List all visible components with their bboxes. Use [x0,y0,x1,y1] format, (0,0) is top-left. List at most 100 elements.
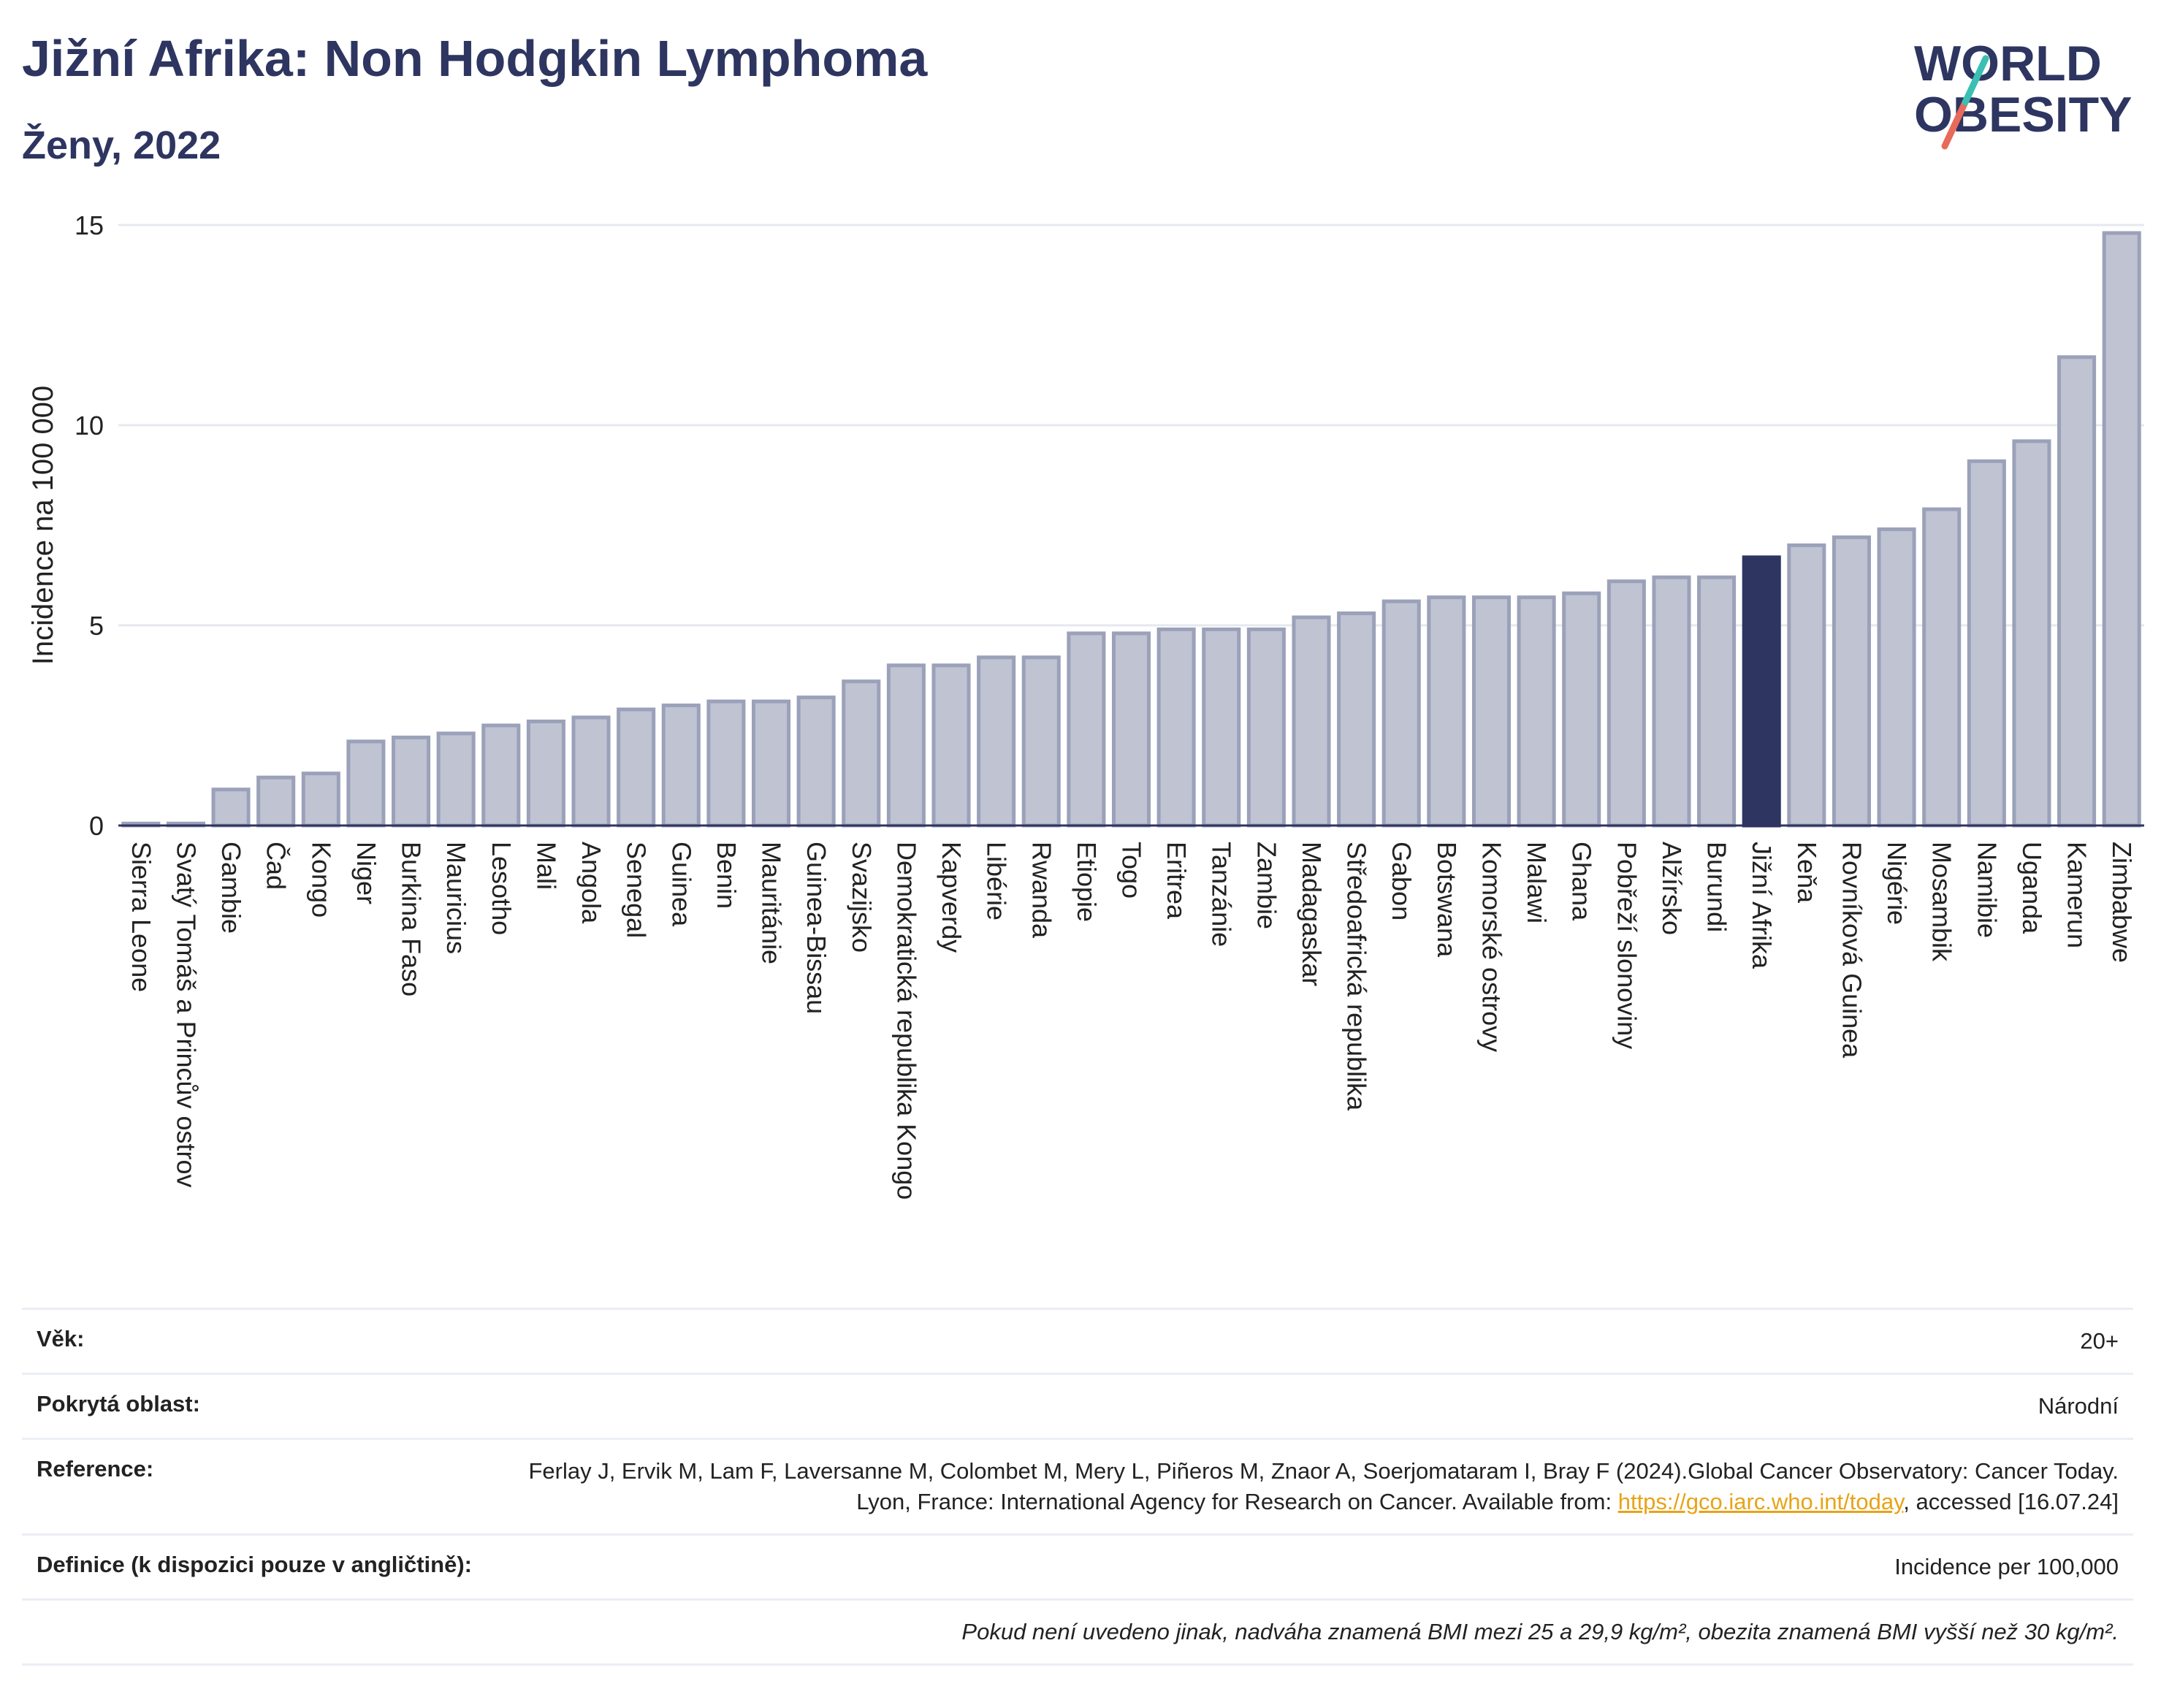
x-tick-label: Benin [712,842,742,909]
x-tick-label: Guinea-Bissau [801,842,831,1014]
bar-highlight [1742,555,1781,828]
x-tick-label: Namibie [1972,842,2002,938]
x-tick-label: Mauricius [441,842,471,954]
bar [436,731,476,828]
bar [1246,627,1286,828]
bar [571,715,611,828]
bar [886,663,926,828]
page-subtitle: Ženy, 2022 [22,123,221,167]
meta-row-reference: Reference: Ferlay J, Ervik M, Lam F, Lav… [22,1440,2133,1536]
x-tick-label: Keňa [1792,842,1822,904]
x-tick-label: Libérie [982,842,1012,920]
x-tick-label: Tanzánie [1207,842,1237,947]
bar [1471,595,1512,828]
bar [2012,439,2051,828]
bar [2057,355,2097,828]
age-label: Věk: [37,1326,85,1351]
definition-label: Definice (k dispozici pouze v angličtině… [37,1552,472,1577]
x-tick-label: Etiopie [1072,842,1102,922]
bar [1202,627,1241,828]
reference-text: Ferlay J, Ervik M, Lam F, Laversanne M, … [528,1458,2119,1514]
bar [1652,575,1691,828]
logo-line1: WORLD [1914,36,2102,91]
bar [1922,507,1962,828]
bar [1517,595,1556,828]
x-tick-label: Komorské ostrovy [1476,842,1506,1052]
bar [661,704,701,828]
bar [1292,615,1331,828]
bar [481,723,521,828]
bar [301,771,340,828]
bar [1967,459,2006,828]
bar [392,735,431,828]
x-tick-label: Čad [262,842,291,890]
logo-slash-teal [1962,55,1989,106]
bar [1607,579,1646,828]
x-tick-label: Gabon [1387,842,1417,920]
bar [1832,535,1871,828]
bar [256,775,296,828]
logo-slash-coral [1941,99,1969,150]
x-tick-label: Angola [576,842,606,924]
x-tick-label: Eritrea [1162,842,1192,920]
bar [977,655,1016,828]
x-tick-label: Pobřeží slonoviny [1612,842,1642,1049]
x-tick-label: Gambie [216,842,246,934]
bar [1067,631,1106,828]
x-tick-label: Zambie [1251,842,1281,929]
bar [842,679,881,828]
bar [751,699,791,828]
bar [1156,627,1196,828]
x-tick-label: Svatý Tomáš a Princův ostrov [171,842,201,1188]
x-tick-label: Alžírsko [1657,842,1687,935]
metadata-table: Věk: 20+ Pokrytá oblast: Národní Referen… [22,1308,2133,1666]
y-tick-label: 0 [89,811,104,841]
bar [1021,655,1061,828]
x-tick-label: Kongo [306,842,336,918]
bar [706,699,746,828]
x-tick-label: Demokratická republika Kongo [891,842,921,1200]
bar [931,663,971,828]
x-tick-label: Nigérie [1882,842,1912,925]
x-tick-label: Ghana [1567,842,1597,921]
x-tick-label: Uganda [2017,842,2047,934]
reference-link[interactable]: https://gco.iarc.who.int/today [1617,1489,1904,1514]
meta-row-age: Věk: 20+ [22,1310,2133,1375]
y-tick-label: 15 [75,210,104,240]
reference-accessed: , accessed [16.07.24] [1903,1489,2119,1514]
x-tick-label: Sierra Leone [126,842,156,992]
x-tick-label: Kapverdy [937,842,967,953]
bar [1427,595,1466,828]
y-axis-label: Incidence na 100 000 [27,386,59,666]
x-tick-label: Mauritánie [757,842,787,964]
age-value: 20+ [2080,1328,2119,1354]
bar [1337,611,1376,828]
x-tick-label: Madagaskar [1297,842,1327,986]
meta-row-definition: Definice (k dispozici pouze v angličtině… [22,1536,2133,1601]
x-tick-label: Malawi [1522,842,1552,923]
x-tick-label: Niger [351,842,381,904]
y-tick-label: 10 [75,411,104,441]
x-tick-label: Středoafrická republika [1342,842,1372,1111]
y-tick-label: 5 [89,611,104,641]
x-tick-label: Svazijsko [847,842,877,953]
bar [796,695,836,828]
x-tick-label: Rovníková Guinea [1837,842,1867,1059]
area-value: Národní [2038,1393,2119,1419]
reference-label: Reference: [37,1456,154,1482]
x-tick-label: Jižní Afrika [1747,842,1777,969]
definition-value: Incidence per 100,000 [1894,1554,2119,1579]
x-tick-label: Mali [531,842,561,890]
x-tick-label: Mosambik [1927,842,1957,962]
bar [1697,575,1737,828]
x-tick-label: Togo [1117,842,1147,899]
x-tick-label: Guinea [666,842,696,927]
bar [1877,527,1916,828]
world-obesity-logo: WORLD OBESITY [1914,36,2133,150]
x-tick-label: Lesotho [487,842,517,935]
x-tick-label: Botswana [1432,842,1462,958]
bar-chart: 0 5 10 15 Incidence na 100 000 Sierra Leone Sv… [27,210,2144,1200]
x-tick-label: Zimbabwe [2107,842,2137,963]
bar [1111,631,1151,828]
x-tick-label: Kamerun [2062,842,2092,948]
